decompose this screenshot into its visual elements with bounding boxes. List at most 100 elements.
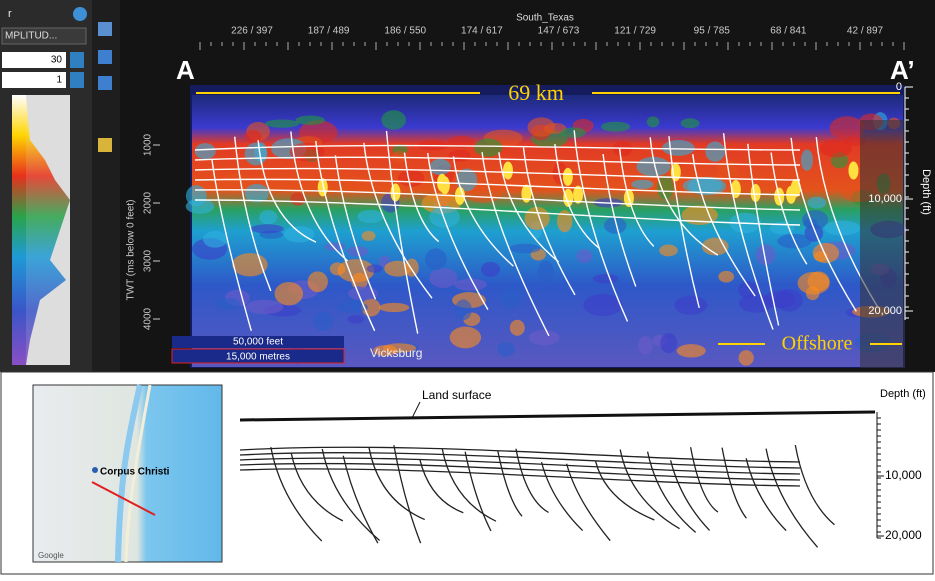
city-label: Corpus Christi bbox=[100, 467, 170, 478]
twt-axis-label: TWT (ms below 0 feet) bbox=[126, 200, 137, 301]
section-horizon bbox=[239, 468, 801, 487]
shaded-zone bbox=[860, 120, 905, 368]
seismic-blob bbox=[264, 119, 300, 128]
seismic-blob bbox=[557, 209, 573, 233]
marker-a: A bbox=[176, 55, 195, 85]
seismic-blob bbox=[560, 127, 586, 138]
horizon bbox=[194, 189, 801, 211]
seismic-blob bbox=[797, 271, 830, 295]
field-1-button[interactable] bbox=[70, 52, 84, 68]
tool-icon[interactable] bbox=[98, 22, 112, 36]
help-icon[interactable] bbox=[73, 7, 87, 21]
bright-spot bbox=[790, 179, 801, 198]
seismic-blob bbox=[474, 138, 503, 157]
tool-icon[interactable] bbox=[98, 76, 112, 90]
depth-tick-label: 0 bbox=[896, 81, 902, 93]
fault bbox=[747, 143, 780, 326]
seismic-blob bbox=[656, 175, 674, 200]
seismic-blob bbox=[527, 117, 556, 137]
fault bbox=[770, 152, 808, 265]
fault bbox=[315, 140, 376, 332]
trace-label: 174 / 617 bbox=[461, 26, 503, 37]
section-fault bbox=[595, 461, 655, 521]
seismic-blob bbox=[214, 298, 241, 310]
seismic-blob bbox=[336, 301, 369, 313]
seismic-blob bbox=[800, 149, 814, 171]
tool-icon[interactable] bbox=[98, 50, 112, 64]
seismic-blob bbox=[631, 179, 654, 189]
field-2[interactable] bbox=[2, 72, 66, 88]
seismic-blob bbox=[738, 350, 754, 366]
fault bbox=[722, 133, 774, 330]
section-fault bbox=[290, 452, 344, 522]
section-fault bbox=[646, 451, 697, 533]
seismic-blob bbox=[636, 156, 671, 177]
tool-icon[interactable] bbox=[98, 138, 112, 152]
fault bbox=[554, 143, 600, 250]
section-tick-label: 10,000 bbox=[885, 468, 922, 482]
field-1[interactable] bbox=[2, 52, 66, 68]
twt-tick-label: 3000 bbox=[143, 249, 154, 272]
seismic-blob bbox=[361, 230, 376, 241]
seismic-blob bbox=[357, 209, 384, 224]
lower-border bbox=[0, 371, 934, 575]
seismic-blob bbox=[500, 285, 522, 309]
seismic-blob bbox=[509, 243, 541, 254]
bright-spot bbox=[502, 161, 513, 180]
seismic-blob bbox=[313, 311, 334, 332]
field-1-text: 30 bbox=[51, 55, 63, 66]
seismic-blob bbox=[274, 282, 304, 306]
seismic-blob bbox=[803, 218, 818, 229]
attribute-dropdown[interactable] bbox=[1, 27, 87, 45]
field-2-button[interactable] bbox=[70, 72, 84, 88]
depth-tick-label: 20,000 bbox=[868, 305, 902, 317]
section-fault bbox=[464, 451, 492, 532]
fault bbox=[602, 153, 637, 287]
section-fault bbox=[619, 449, 680, 530]
barrier-island bbox=[124, 384, 152, 563]
depth-axis-label: Depth (ft) bbox=[920, 169, 932, 215]
seismic-blob bbox=[662, 139, 695, 156]
seismic-blob bbox=[373, 345, 398, 356]
surface-label: Land surface bbox=[422, 388, 492, 402]
seismic-blob bbox=[680, 118, 700, 129]
seismic-blob bbox=[447, 135, 475, 148]
land-surface-line bbox=[239, 410, 876, 422]
seismic-blob bbox=[592, 273, 619, 284]
bright-spot bbox=[848, 161, 859, 180]
seismic-blob bbox=[638, 336, 653, 355]
seismic-blob bbox=[537, 260, 554, 284]
seismic-blob bbox=[528, 329, 560, 346]
histogram bbox=[26, 95, 70, 365]
fault bbox=[257, 140, 317, 243]
seismic-blob bbox=[347, 315, 365, 324]
fault bbox=[668, 136, 700, 309]
seismic-blob bbox=[456, 168, 478, 192]
seismic-blob bbox=[576, 248, 593, 264]
section-horizon bbox=[239, 462, 801, 481]
fault bbox=[234, 136, 272, 292]
seismic-blob bbox=[660, 333, 678, 354]
seismic-blob bbox=[716, 160, 739, 180]
seismic-blob bbox=[245, 299, 284, 315]
seismic-blob bbox=[250, 224, 284, 234]
depth-tick-label: 10,000 bbox=[868, 193, 902, 205]
bright-spot bbox=[562, 167, 573, 186]
section-fault bbox=[669, 460, 711, 531]
seismic-blob bbox=[378, 302, 410, 313]
section-tick-label: 20,000 bbox=[885, 528, 922, 542]
fault bbox=[452, 156, 514, 267]
fault bbox=[649, 137, 719, 256]
section-fault bbox=[419, 459, 464, 514]
fault bbox=[334, 155, 377, 300]
bright-spot bbox=[521, 184, 532, 203]
seismic-blob bbox=[221, 173, 248, 190]
seismic-blob bbox=[509, 319, 525, 336]
seismic-blob bbox=[194, 143, 216, 160]
seismic-blob bbox=[259, 210, 278, 225]
seismic-blob bbox=[429, 267, 458, 288]
seismic-blob bbox=[244, 129, 262, 143]
bright-spot bbox=[439, 176, 450, 195]
fault bbox=[290, 131, 349, 262]
seismic-blob bbox=[738, 293, 774, 313]
